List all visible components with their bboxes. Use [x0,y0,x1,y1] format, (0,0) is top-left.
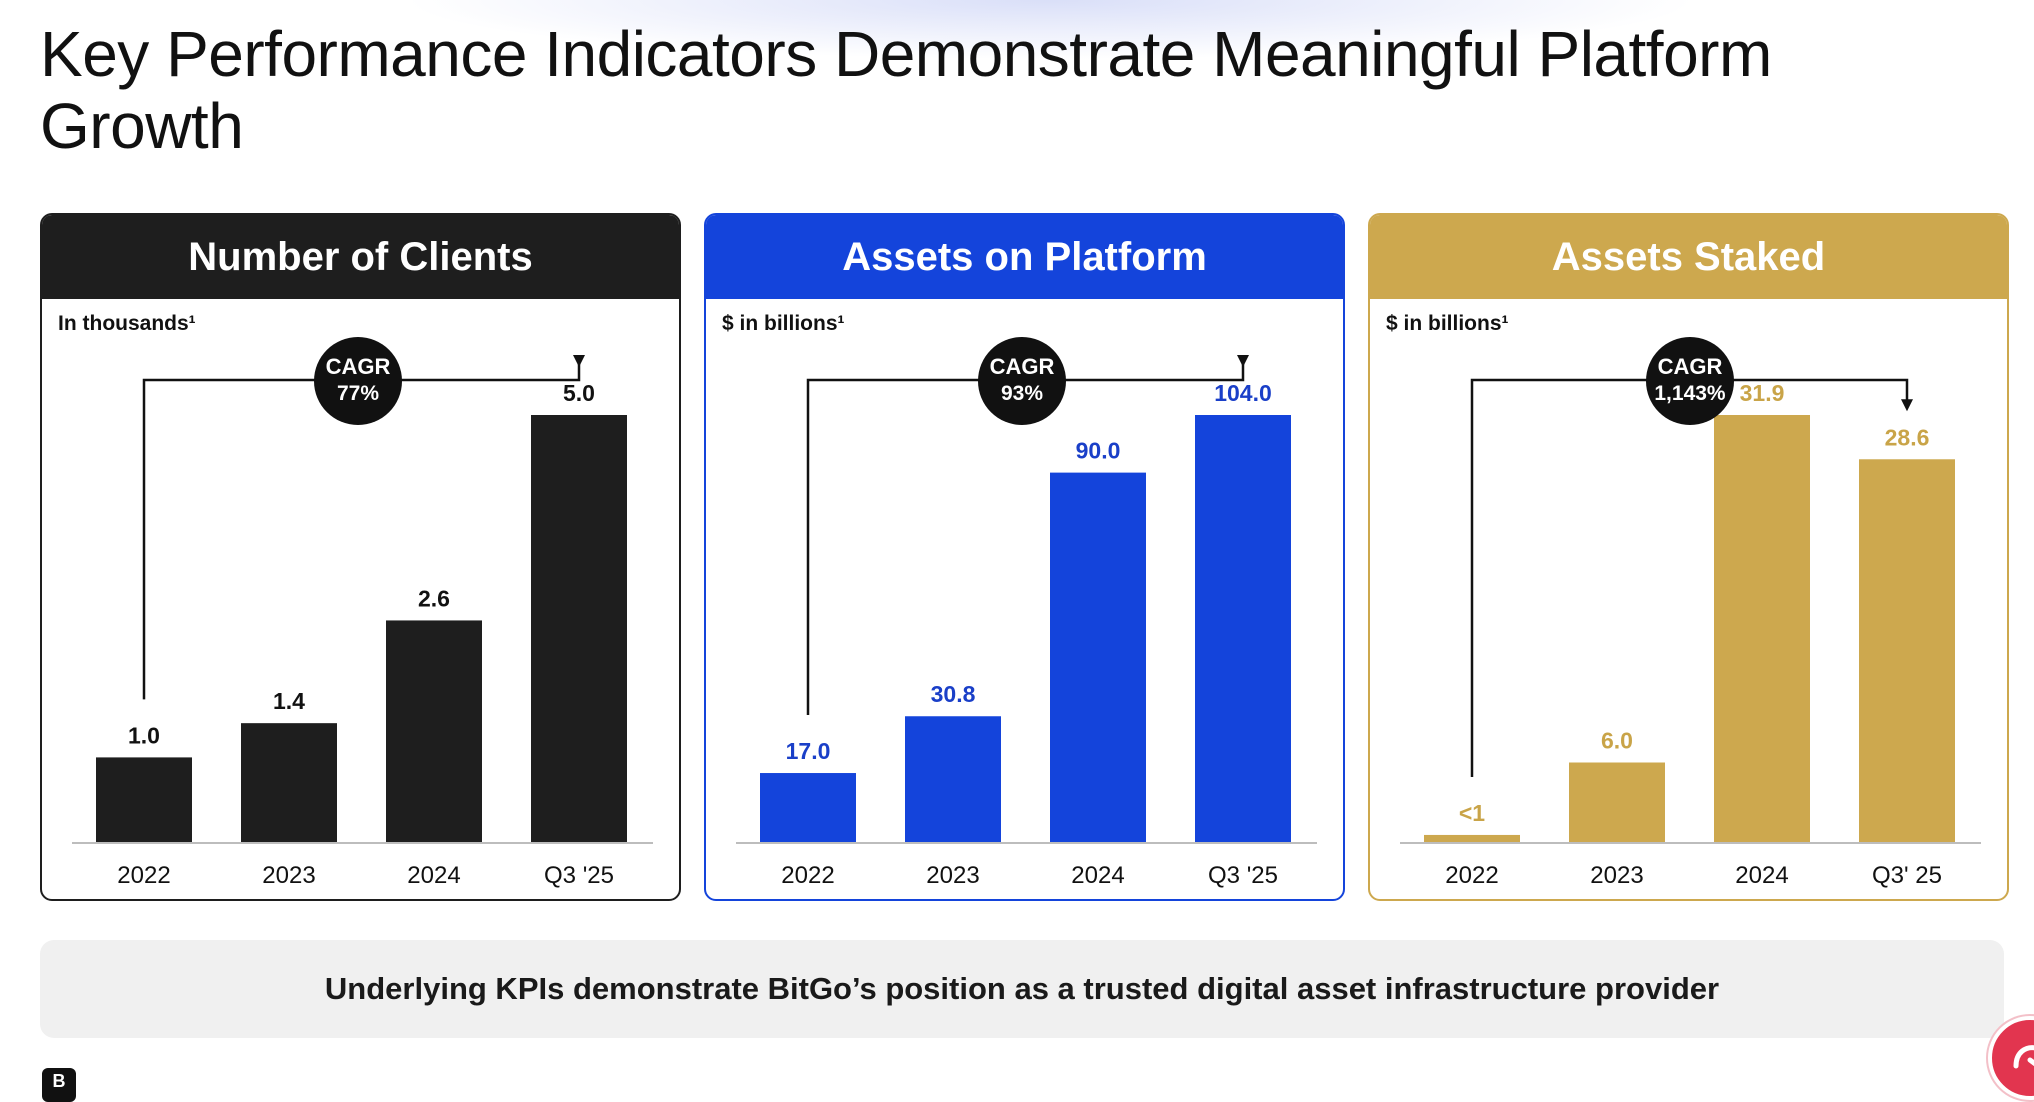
data-label: 30.8 [931,681,976,707]
category-tick-label: 2022 [781,862,834,889]
data-label: 2.6 [418,585,450,611]
bar [1195,415,1291,843]
category-tick-label: 2024 [1735,862,1788,889]
callout-bar: Underlying KPIs demonstrate BitGo’s posi… [40,940,2004,1038]
cagr-badge [1646,337,1734,425]
panel-unit-label: $ in billions¹ [1386,312,1509,335]
data-label: 28.6 [1885,424,1930,450]
data-label: 31.9 [1740,380,1785,406]
bitgo-logo-icon: B [42,1068,76,1102]
data-label: 90.0 [1076,438,1121,464]
bar [96,757,192,843]
cagr-arrow-head [573,355,585,367]
cagr-arrow-head [1901,399,1913,412]
data-label: 104.0 [1214,380,1272,406]
panel-assets-on-platform: Assets on Platform $ in billions¹ 17.0 20… [704,213,1345,901]
cagr-arrow-head [1237,355,1249,367]
category-tick-label: 2023 [926,862,979,889]
bar [386,620,482,843]
chart-assets-on-platform: 17.0 2022 30.8 2023 90.0 2024 104.0 Q3 '25 CAGR 9… [736,337,1317,889]
bar [1424,834,1520,843]
data-label: <1 [1459,800,1485,826]
cagr-badge [314,337,402,425]
panel-assets-staked: Assets Staked $ in billions¹ <1 2022 6.0 20… [1368,213,2009,901]
bar [1859,459,1955,843]
category-tick-label: 2023 [262,862,315,889]
data-label: 6.0 [1601,727,1633,753]
bar [531,415,627,843]
category-tick-label: 2022 [1445,862,1498,889]
bar [241,723,337,843]
bar [1050,472,1146,843]
category-tick-label: 2024 [407,862,460,889]
data-label: 1.4 [273,688,305,714]
category-tick-label: 2022 [117,862,170,889]
panel-header: Assets on Platform [706,215,1343,299]
panel-number-of-clients: Number of Clients In thousands¹ 1.0 2022 1… [40,213,681,901]
cagr-badge [978,337,1066,425]
panel-header: Number of Clients [42,215,679,299]
data-label: 1.0 [128,722,160,748]
bar [760,773,856,843]
chart-clients: 1.0 2022 1.4 2023 2.6 2024 5.0 Q3 '25 CAGR 77% [72,337,653,889]
chart-assets-staked: <1 2022 6.0 2023 31.9 2024 28.6 Q3' 25 CAGR 1,143… [1400,337,1981,889]
cagr-connector-line [1470,378,1909,777]
category-tick-label: Q3 '25 [544,862,614,889]
cagr-badge-label: CAGR [1658,354,1723,379]
cagr-badge-label: CAGR [990,354,1055,379]
panel-header: Assets Staked [1370,215,2007,299]
category-tick-label: Q3' 25 [1872,862,1942,889]
category-tick-label: Q3 '25 [1208,862,1278,889]
category-tick-label: 2023 [1590,862,1643,889]
panel-unit-label: In thousands¹ [58,312,196,335]
bar [905,716,1001,843]
bar [1569,762,1665,843]
bar [1714,415,1810,843]
cagr-badge-value: 1,143% [1654,382,1726,405]
page-title: Key Performance Indicators Demonstrate M… [40,18,1772,162]
cagr-badge-value: 93% [1001,382,1043,405]
category-tick-label: 2024 [1071,862,1124,889]
chat-bubble-glyph [2013,1045,2034,1069]
panel-unit-label: $ in billions¹ [722,312,845,335]
cagr-badge-value: 77% [337,382,379,405]
bitgo-logo-glyph: B [52,1071,66,1091]
callout-text: Underlying KPIs demonstrate BitGo’s posi… [324,971,1720,1006]
data-label: 17.0 [786,738,831,764]
data-label: 5.0 [563,380,595,406]
cagr-badge-label: CAGR [326,354,391,379]
